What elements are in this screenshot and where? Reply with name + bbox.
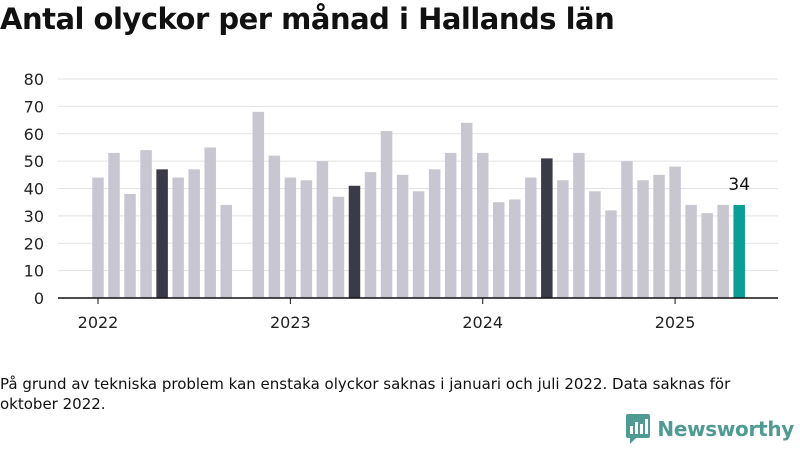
y-tick-label: 0 [34,289,44,308]
bar [589,191,601,298]
x-tick-label: 2025 [655,313,696,332]
bar [525,177,537,298]
x-tick-label: 2023 [270,313,311,332]
x-tick-label: 2022 [78,313,119,332]
bar [621,161,633,298]
bar [428,169,441,298]
y-tick-label: 30 [24,207,44,226]
bar [108,152,120,298]
bar [637,180,649,298]
bar [493,202,505,298]
y-tick-label: 80 [24,70,44,89]
bar [412,191,425,298]
x-tick-label: 2024 [462,313,503,332]
bar [364,172,377,298]
bar [685,204,697,298]
bar [669,166,681,298]
data-labels: 34 [728,175,750,195]
newsworthy-logo-icon [626,414,651,444]
y-tick-label: 10 [24,262,44,281]
bar [444,152,457,298]
bar [124,193,136,298]
bar [701,213,713,298]
y-tick-label: 60 [24,125,44,144]
bar [156,169,168,298]
bar [92,177,104,298]
bar [316,161,329,298]
bar [573,152,585,298]
bar [509,199,521,298]
bar [188,169,200,298]
y-tick-label: 70 [24,97,44,116]
bar [653,174,665,298]
bars [92,111,745,298]
bar [380,131,393,298]
y-axis-ticks: 0 10 20 30 40 50 60 70 80 [24,70,44,308]
bar [300,180,313,298]
x-axis: 2022 2023 2024 2025 [58,297,778,332]
y-tick-label: 40 [24,180,44,199]
bar [541,158,553,298]
bar [557,180,569,298]
brand-name: Newsworthy [657,417,794,441]
bar [140,150,152,298]
footnote: På grund av tekniska problem kan enstaka… [0,375,731,413]
bar [396,174,409,298]
y-tick-label: 20 [24,234,44,253]
bar-chart: 0 10 20 30 40 50 60 70 80 2022 2023 2024 2025 34 [24,70,778,332]
bar [348,185,361,298]
bar [284,177,297,298]
data-label-latest: 34 [728,175,750,195]
bar [733,204,745,298]
y-tick-label: 50 [24,152,44,171]
brand-logo: Newsworthy [626,414,794,444]
bar [460,122,473,298]
bar [605,210,617,298]
bar [717,204,729,298]
bar [476,152,489,298]
bar [252,111,265,298]
bar [172,177,184,298]
bar [268,155,281,298]
bar [220,204,232,298]
bar [332,196,345,298]
bar [204,147,216,298]
chart-title: Antal olyckor per månad i Hallands län [0,2,615,36]
